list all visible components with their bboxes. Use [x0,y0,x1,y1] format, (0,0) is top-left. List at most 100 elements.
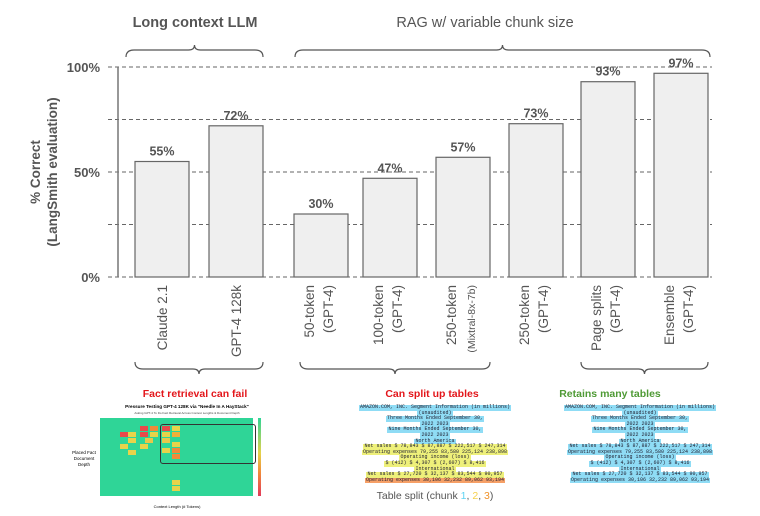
heatmap-cell [145,438,153,443]
data-label: 55% [149,145,174,159]
heatmap-ylabel: Placed Fact Document Depth [72,450,96,467]
table-line: 2022 2023 [350,420,520,428]
heatmap-title: Pressure Testing GPT-4 128K via "Needle … [125,404,249,409]
chunk-1: 1 [460,490,467,502]
y-tick-label: 50% [74,165,100,180]
table-line-text: Operating income (loss) [604,454,676,461]
heatmap-cell [128,438,136,443]
table-line: Operating expenses 30,106 32,232 89,062 … [555,476,725,484]
table-line-text: North America [414,437,456,445]
note-fact-retrieval: Fact retrieval can fail [142,388,248,400]
data-label: 30% [308,197,333,211]
table-line: International [350,466,520,473]
table-line-text: AMAZON.COM, INC. Segment Information (in… [563,404,717,411]
table-line: Net sales $ 27,720 $ 32,137 $ 83,544 $ 9… [555,472,725,478]
table-line: (unaudited) [555,409,725,417]
table-line-text: Operating income (loss) [399,454,471,461]
split-caption: Table split (chunk 1, 2, 3) [350,490,520,503]
table-line: 2022 2023 [555,431,725,439]
x-tick-label: 250-token (Mixtral-8x-7b) [444,285,478,353]
table-line: North America [555,438,725,445]
table-line: Three Months Ended September 30, [350,416,520,422]
x-tick-label: GPT-4 128k [229,285,244,357]
heatmap-thumbnail: Pressure Testing GPT-4 128K via "Needle … [72,404,282,514]
heatmap-cell [172,426,180,431]
heatmap-cell [150,432,158,437]
table-excerpt-page: AMAZON.COM, INC. Segment Information (in… [555,404,725,484]
table-line-text: International [619,465,661,473]
heatmap-cell [172,480,180,485]
heatmap-cell [140,426,148,431]
bar [362,177,418,278]
heatmap-cell [172,454,180,459]
table-line: International [555,465,725,473]
bracket-bottom-long-context [134,361,264,375]
table-excerpt-split: AMAZON.COM, INC. Segment Information (in… [350,404,520,484]
sep: , [466,490,473,502]
table-line: Operating income (loss) [555,455,725,461]
y-tick-label: 100% [67,60,101,75]
bar [580,81,636,278]
heatmap-cell [150,426,158,431]
heatmap-colorbar [258,418,261,496]
table-line-text: Three Months Ended September 30, [385,415,484,422]
data-label: 93% [595,65,620,79]
table-line: AMAZON.COM, INC. Segment Information (in… [350,404,520,411]
table-line: 2022 2023 [350,431,520,439]
table-line-text: Nine Months Ended September 30, [387,426,483,433]
table-line-text: Three Months Ended September 30, [590,415,689,422]
bar [508,123,564,278]
table-line: Net sales $ 78,843 $ 87,887 $ 222,517 $ … [350,444,520,450]
chunk-3: 3 [484,490,490,502]
heatmap-cell [140,444,148,449]
table-line-text: 2022 2023 [420,420,450,428]
table-line: North America [350,437,520,445]
heatmap-cell [162,448,170,453]
table-line: Nine Months Ended September 30, [350,427,520,433]
bar [293,213,349,278]
table-line-text: (unaudited) [622,409,658,417]
bar [208,125,264,278]
heatmap-xlabel: Context Length (# Tokens) [153,504,201,509]
data-label: 72% [223,109,248,123]
heatmap-subtitle: Asking GPT-4 To Do Fact Retrieval Across… [134,411,240,415]
table-line-text: Net sales $ 78,843 $ 87,887 $ 222,517 $ … [568,443,712,450]
x-tick-label: 100-token (GPT-4) [371,285,405,345]
sep: , [478,490,485,502]
heatmap-cell [172,442,180,447]
table-line: Operating expenses 79,255 83,580 225,124… [350,448,520,456]
heatmap-cell [128,432,136,437]
data-label: 57% [450,140,475,154]
table-line-text: 2022 2023 [420,431,450,439]
table-line-text: Operating expenses 30,106 32,232 89,062 … [569,476,711,484]
x-tick-label: 250-token (GPT-4) [517,285,551,345]
table-line: 2022 2023 [555,421,725,428]
table-line: Operating expenses 30,106 32,232 89,062 … [350,476,520,484]
table-line-text: Operating expenses 79,255 83,580 225,124… [361,448,509,456]
heatmap-cell [162,438,170,443]
data-label: 47% [377,161,402,175]
heatmap-cell [128,450,136,455]
table-line-text: AMAZON.COM, INC. Segment Information (in… [358,404,512,411]
table-line: Operating income (loss) [350,455,520,461]
heatmap-cell [162,426,170,431]
heatmap-cell [120,444,128,449]
heatmap-cell [172,448,180,453]
heatmap-cell [140,432,148,437]
heatmap-cell [120,432,128,437]
table-line-text: 2022 2023 [625,431,655,439]
data-label: 97% [668,56,693,70]
chunk-2: 2 [472,490,479,502]
y-tick-label: 0% [81,270,100,285]
x-tick-label: 50-token (GPT-4) [302,285,336,338]
y-axis-label: % Correct (LangSmith evaluation) [28,97,60,246]
table-line: $ (412) $ 4,307 $ (2,607) $ 8,416 [555,460,725,467]
table-line: Net sales $ 78,843 $ 87,887 $ 222,517 $ … [555,444,725,450]
table-line-text: Operating expenses 30,106 32,232 89,062 … [364,476,506,484]
note-split-tables: Can split up tables [385,388,479,400]
table-line-text: (unaudited) [417,409,453,417]
table-line: (unaudited) [350,409,520,417]
heatmap-cell [172,486,180,491]
table-line: Operating expenses 79,255 83,580 225,124… [555,449,725,456]
